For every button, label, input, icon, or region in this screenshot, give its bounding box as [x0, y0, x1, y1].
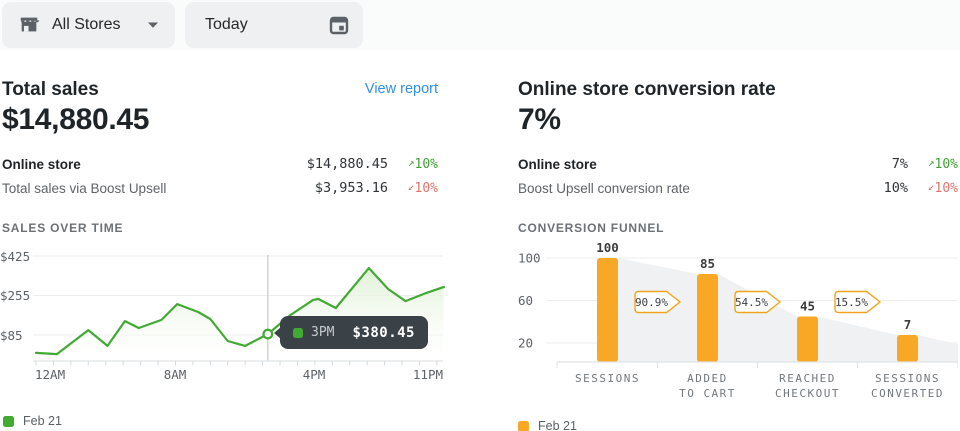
- conversion-rate-value: 7%: [518, 103, 561, 136]
- trend-up-icon: ↗: [927, 156, 935, 169]
- metric-row: Total sales via Boost Upsell $3,953.16 ↙…: [2, 176, 438, 200]
- metric-delta: ↙10%: [927, 180, 958, 196]
- funnel-value-label: 45: [800, 298, 815, 313]
- metric-row: Online store $14,880.45 ↗10%: [2, 152, 438, 176]
- date-filter-button[interactable]: Today: [185, 2, 363, 48]
- metric-label: Online store: [518, 156, 597, 172]
- view-report-link[interactable]: View report: [364, 81, 438, 97]
- date-filter-label: Today: [205, 16, 248, 33]
- metric-label: Online store: [2, 156, 81, 172]
- store-icon: [20, 17, 40, 32]
- funnel-value-label: 85: [700, 256, 715, 271]
- y-axis-label: 100: [518, 251, 541, 266]
- sales-legend: Feb 21: [3, 414, 62, 428]
- funnel-legend: Feb 21: [518, 419, 577, 431]
- tooltip-time: 3PM: [311, 325, 335, 340]
- funnel-value-label: 7: [904, 317, 912, 332]
- metric-value: 7%: [891, 156, 908, 172]
- funnel-category-label: ADDED TO CART: [679, 372, 736, 400]
- funnel-category-label: SESSIONS: [575, 372, 640, 385]
- legend-label: Feb 21: [538, 419, 577, 431]
- trend-down-icon: ↙: [927, 180, 935, 193]
- tooltip-series-swatch: [293, 327, 303, 338]
- sales-line[interactable]: [34, 267, 445, 356]
- x-axis-label: 8AM: [163, 367, 187, 382]
- sales-line-chart[interactable]: [0, 244, 446, 368]
- metric-delta: ↗10%: [407, 156, 438, 172]
- conversion-rate-title: Online store conversion rate: [518, 79, 776, 100]
- trend-up-icon: ↗: [407, 156, 415, 169]
- funnel-category-label: SESSIONS CONVERTED: [870, 372, 945, 400]
- legend-swatch: [3, 415, 14, 427]
- conversion-badge-label: 90.9%: [635, 296, 668, 309]
- x-axis-label: 11PM: [412, 367, 443, 382]
- y-axis-label: $85: [0, 327, 23, 343]
- conversion-badge: [734, 290, 782, 314]
- conversion-funnel-label: CONVERSION FUNNEL: [518, 221, 665, 235]
- metric-label: Boost Upsell conversion rate: [518, 180, 690, 196]
- filter-bar: All Stores Today: [0, 0, 960, 50]
- tooltip-value: $380.45: [352, 324, 415, 341]
- funnel-bar[interactable]: [897, 335, 918, 362]
- x-axis-label: 4PM: [302, 367, 326, 382]
- metric-row: Online store 7% ↗10%: [518, 152, 958, 176]
- metric-label: Total sales via Boost Upsell: [2, 180, 167, 196]
- total-sales-title: Total sales: [2, 79, 99, 100]
- metric-delta: ↙10%: [407, 180, 438, 196]
- funnel-bar[interactable]: [697, 273, 718, 362]
- funnel-bar[interactable]: [797, 316, 818, 362]
- y-axis-label: $255: [0, 288, 31, 303]
- funnel-bar[interactable]: [597, 258, 618, 362]
- legend-label: Feb 21: [23, 414, 62, 428]
- calendar-icon: [329, 16, 349, 35]
- trend-down-icon: ↙: [407, 180, 415, 193]
- funnel-category-label: REACHED CHECKOUT: [775, 372, 840, 400]
- conversion-badge-label: 54.5%: [735, 296, 768, 309]
- store-filter-label: All Stores: [52, 16, 121, 33]
- total-sales-breakdown: Online store $14,880.45 ↗10% Total sales…: [2, 152, 438, 200]
- metric-row: Boost Upsell conversion rate 10% ↙10%: [518, 176, 958, 200]
- conversion-funnel-chart[interactable]: 100 60 20 100 85 45 7 90.9% 54.5% 15.5%: [500, 240, 958, 370]
- legend-swatch: [518, 420, 529, 431]
- metric-value: $14,880.45: [306, 156, 388, 172]
- x-axis-label: 12AM: [35, 367, 66, 382]
- sales-over-time-label: SALES OVER TIME: [2, 221, 124, 235]
- chevron-down-icon: [148, 22, 158, 28]
- y-axis-label: $425: [0, 248, 31, 264]
- y-axis-label: 20: [518, 336, 533, 351]
- funnel-value-label: 100: [596, 240, 619, 255]
- conversion-badge-label: 15.5%: [835, 296, 868, 309]
- store-filter-button[interactable]: All Stores: [2, 2, 175, 48]
- y-axis-label: 60: [518, 293, 533, 308]
- sales-tooltip: 3PM $380.45: [274, 316, 428, 349]
- conversion-badge: [834, 290, 882, 314]
- conversion-breakdown: Online store 7% ↗10% Boost Upsell conver…: [518, 152, 958, 200]
- metric-value: $3,953.16: [314, 180, 388, 196]
- hover-marker[interactable]: [262, 328, 274, 340]
- metric-value: 10%: [883, 180, 908, 196]
- total-sales-value: $14,880.45: [2, 103, 150, 136]
- metric-delta: ↗10%: [927, 156, 958, 172]
- conversion-badge: [634, 290, 682, 314]
